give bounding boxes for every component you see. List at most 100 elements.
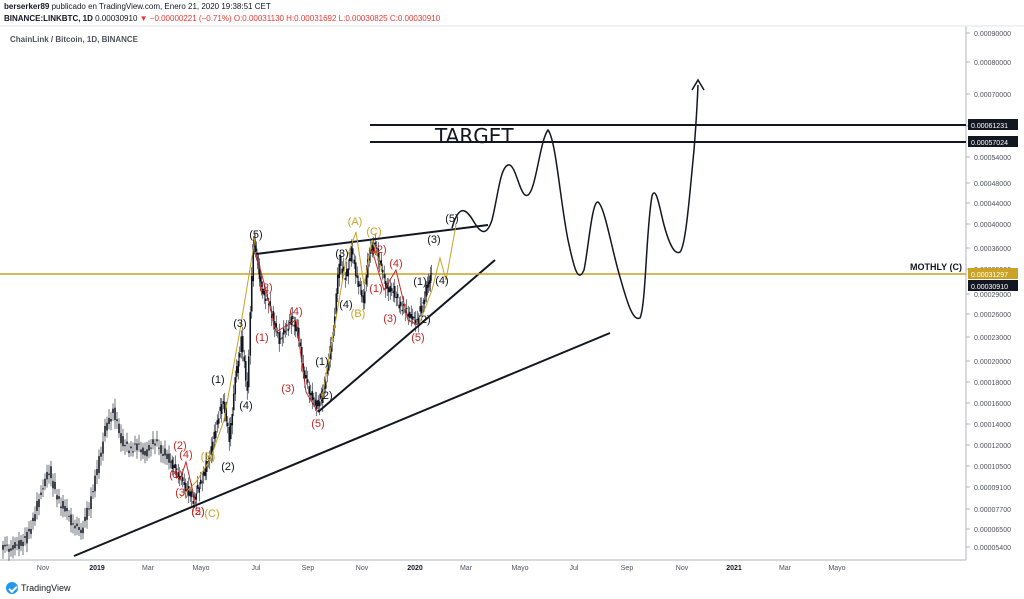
price-label-box bbox=[968, 268, 1018, 279]
candle-body bbox=[420, 305, 423, 314]
candle-body bbox=[294, 321, 297, 332]
candle-body bbox=[287, 328, 290, 331]
candle-body bbox=[317, 399, 320, 407]
candle-body bbox=[60, 506, 62, 509]
candle-body bbox=[306, 379, 309, 383]
candle-body bbox=[402, 303, 405, 306]
time-tick-label: Nov bbox=[356, 565, 369, 572]
candle-body bbox=[211, 441, 214, 454]
time-tick-label: Jul bbox=[252, 565, 261, 572]
candle-body bbox=[347, 268, 350, 277]
candle-body bbox=[357, 281, 360, 287]
price-tick-label: 0.00040000 bbox=[974, 222, 1011, 229]
candle-body bbox=[38, 499, 40, 508]
candle-body bbox=[26, 531, 28, 544]
price-tick-label: 0.00010500 bbox=[974, 464, 1011, 471]
candle-body bbox=[68, 515, 70, 517]
candle-body bbox=[275, 323, 278, 328]
price-tick-label: 0.00090000 bbox=[974, 31, 1011, 38]
candle-body bbox=[124, 444, 126, 447]
candle-body bbox=[417, 317, 420, 324]
candle-body bbox=[235, 366, 238, 377]
trend-line-triangle-bottom[interactable] bbox=[317, 259, 496, 413]
candle-body bbox=[134, 443, 136, 445]
candle-body bbox=[375, 247, 378, 249]
candle-body bbox=[90, 496, 92, 509]
wave-label: (1) bbox=[211, 374, 224, 386]
candle-body bbox=[252, 243, 255, 282]
time-tick-label: Jul bbox=[570, 565, 579, 572]
candle-body bbox=[58, 496, 60, 499]
candle-body bbox=[142, 447, 144, 455]
candle-body bbox=[205, 461, 208, 472]
time-tick-label: 2019 bbox=[89, 565, 105, 572]
candle-body bbox=[288, 322, 291, 324]
candle-body bbox=[22, 541, 24, 547]
wave-label: (C) bbox=[366, 226, 381, 238]
candle-body bbox=[46, 472, 48, 480]
candle-body bbox=[154, 443, 156, 446]
candle-body bbox=[425, 285, 428, 297]
candle-body bbox=[359, 284, 362, 287]
time-tick-label: 2020 bbox=[407, 565, 423, 572]
candle-body bbox=[24, 536, 26, 538]
candle-body bbox=[324, 381, 327, 389]
candle-body bbox=[110, 418, 112, 422]
candle-body bbox=[94, 475, 96, 492]
candle-body bbox=[66, 507, 68, 512]
time-tick-label: Nov bbox=[37, 565, 50, 572]
candle-body bbox=[177, 472, 180, 477]
price-tick-label: 0.00020000 bbox=[974, 359, 1011, 366]
author-name[interactable]: berserker89 bbox=[4, 2, 50, 11]
candle-body bbox=[202, 471, 205, 476]
wave-label: (3) bbox=[383, 313, 396, 325]
candle-body bbox=[333, 316, 336, 328]
price-tick-label: 0.00006500 bbox=[974, 527, 1011, 534]
candle-body bbox=[72, 523, 74, 525]
candle-body bbox=[345, 269, 348, 277]
time-axis[interactable]: Nov 2019 Mar Mayo Jul Sep Nov 2020 Mar Mayo Jul Sep… bbox=[37, 565, 846, 572]
price-tick-label: 0.00016000 bbox=[974, 401, 1011, 408]
candle-body bbox=[181, 477, 184, 482]
symbol-name: BINANCE:LINKBTC, 1D bbox=[4, 14, 93, 23]
candle-body bbox=[196, 484, 199, 489]
candle-body bbox=[112, 408, 114, 413]
ohlc-line: BINANCE:LINKBTC, 1D 0.00030910 ▼ −0.0000… bbox=[4, 14, 440, 23]
time-tick-label: Nov bbox=[676, 565, 689, 572]
price-tick-label: 0.00054000 bbox=[974, 155, 1011, 162]
candle-body bbox=[48, 473, 50, 476]
footer-brand[interactable]: TradingView bbox=[6, 582, 71, 594]
candle-body bbox=[199, 479, 202, 485]
wave-label: (3) bbox=[281, 383, 294, 395]
candle-body bbox=[315, 400, 318, 409]
trend-line-lower[interactable] bbox=[73, 332, 611, 557]
wave-label: (5) bbox=[249, 229, 262, 241]
wave-path-gold bbox=[179, 224, 457, 499]
wave-labels: (5)(5)(3)(3)(3)(1)(1)(1)(4)(4)(4)(2)(2)(… bbox=[169, 213, 458, 520]
candle-body bbox=[169, 461, 172, 463]
price-tick-label: 0.00005400 bbox=[974, 545, 1011, 552]
candle-body bbox=[160, 445, 162, 454]
candle-body bbox=[350, 246, 353, 262]
candle-body bbox=[414, 319, 417, 324]
candle-body bbox=[339, 256, 342, 266]
candle-body bbox=[278, 332, 281, 344]
price-labels: 0.00061231 0.00057024 0.00031297 0.00030910 bbox=[968, 119, 1018, 291]
candle-body bbox=[54, 481, 56, 490]
price-axis[interactable]: 0.000900000.000800000.000700000.00060000… bbox=[966, 31, 1011, 552]
candle-body bbox=[243, 356, 246, 362]
candle-body bbox=[320, 396, 323, 398]
candle-body bbox=[220, 404, 223, 414]
publication-line: berserker89 publicado en TradingView.com… bbox=[4, 2, 271, 11]
time-tick-label: Sep bbox=[621, 565, 634, 572]
wave-label: (3) bbox=[335, 248, 348, 260]
price-label-box bbox=[968, 119, 1018, 130]
candle-body bbox=[260, 281, 263, 287]
candle-body bbox=[128, 450, 130, 454]
last-price: 0.00030910 bbox=[95, 14, 138, 23]
price-tick-label: 0.00044000 bbox=[974, 201, 1011, 208]
candle-body bbox=[371, 244, 374, 251]
candle-body bbox=[237, 360, 240, 373]
price-tick-label: 0.00018000 bbox=[974, 380, 1011, 387]
